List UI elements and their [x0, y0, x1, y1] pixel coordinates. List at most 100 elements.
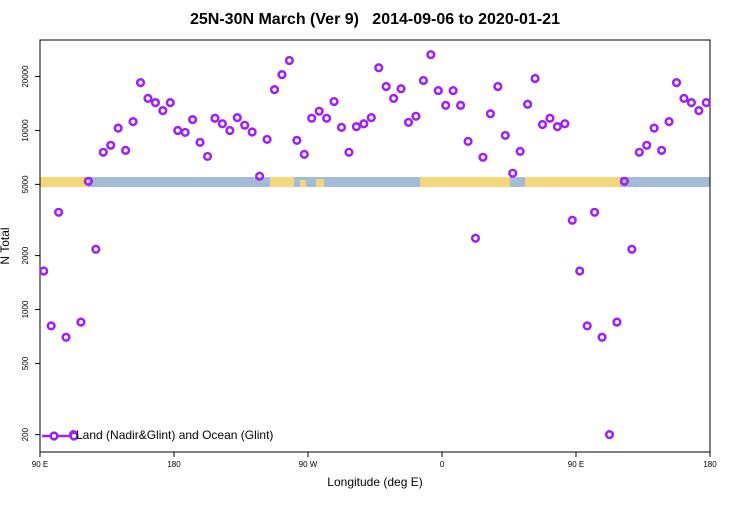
point [91, 244, 101, 254]
point [39, 266, 49, 276]
point [575, 266, 585, 276]
point [508, 168, 518, 178]
point [403, 117, 414, 127]
point [98, 147, 108, 157]
point [389, 93, 399, 104]
point [374, 63, 384, 73]
point [485, 109, 495, 119]
point [694, 106, 704, 116]
point [54, 207, 64, 217]
point [456, 100, 466, 111]
point [478, 152, 488, 162]
x-tick-label: 0 [440, 460, 445, 469]
y-tick-label: 5000 [21, 175, 30, 193]
chart-title: 25N-30N March (Ver 9) 2014-09-06 to 2020… [190, 11, 560, 28]
point [418, 75, 428, 86]
point [411, 111, 421, 121]
point [284, 55, 294, 66]
point [359, 119, 369, 129]
point [188, 114, 198, 125]
point [612, 317, 622, 327]
point [396, 84, 406, 94]
point [150, 98, 160, 108]
point [515, 146, 525, 156]
point [255, 171, 265, 181]
point [195, 137, 205, 147]
point [277, 70, 287, 80]
point [671, 78, 682, 88]
point [500, 130, 510, 141]
point [307, 113, 317, 123]
legend-marker [69, 431, 79, 441]
x-tick-label: 180 [703, 460, 717, 469]
point [262, 134, 272, 145]
point [106, 140, 116, 150]
land-ocean-strip [40, 177, 710, 187]
legend-marker [49, 431, 59, 441]
point [493, 81, 503, 92]
point [299, 149, 309, 159]
point [463, 136, 473, 146]
point [83, 176, 93, 186]
point [173, 125, 183, 136]
x-axis-label: Longitude (deg E) [327, 475, 422, 489]
point [634, 147, 644, 157]
point [210, 113, 220, 123]
point [232, 112, 242, 123]
point [202, 151, 213, 162]
point [582, 321, 592, 331]
point [158, 106, 168, 116]
plot-frame [39, 39, 711, 453]
point [441, 100, 451, 111]
point [165, 98, 175, 108]
point [292, 135, 302, 145]
point [269, 85, 280, 95]
point [143, 93, 153, 104]
x-tick-label: 90 E [568, 460, 584, 469]
point [619, 176, 629, 186]
point [46, 321, 56, 331]
point [351, 122, 361, 132]
point [567, 215, 577, 225]
point [135, 78, 146, 88]
point [470, 233, 481, 243]
point [590, 207, 600, 217]
point [217, 119, 227, 129]
point [225, 125, 235, 136]
x-tick-label: 90 W [299, 460, 318, 469]
point [180, 127, 190, 138]
point [314, 106, 324, 116]
point [545, 113, 555, 123]
y-tick-label: 2000 [21, 246, 30, 264]
point [657, 145, 667, 155]
point [366, 112, 376, 123]
point [664, 117, 674, 127]
y-tick-label: 20000 [21, 65, 30, 88]
y-tick-label: 10000 [21, 119, 30, 142]
point [448, 85, 458, 96]
point [523, 99, 533, 109]
point [530, 73, 540, 84]
point [552, 122, 562, 132]
point [560, 119, 570, 129]
point [537, 119, 548, 130]
point [701, 98, 711, 108]
point [121, 145, 131, 155]
point [322, 113, 332, 123]
x-tick-label: 180 [167, 460, 181, 469]
y-tick-label: 1000 [21, 300, 30, 318]
point [128, 117, 138, 127]
point [433, 85, 443, 96]
point [344, 147, 354, 157]
y-tick-label: 500 [21, 356, 30, 370]
point [61, 332, 71, 342]
point [247, 127, 257, 137]
point [381, 81, 391, 92]
point [597, 332, 607, 342]
y-axis-label: N Total [0, 227, 12, 264]
x-tick-label: 90 E [32, 460, 48, 469]
point [240, 120, 250, 130]
point [604, 430, 615, 440]
y-tick-label: 200 [21, 427, 30, 441]
